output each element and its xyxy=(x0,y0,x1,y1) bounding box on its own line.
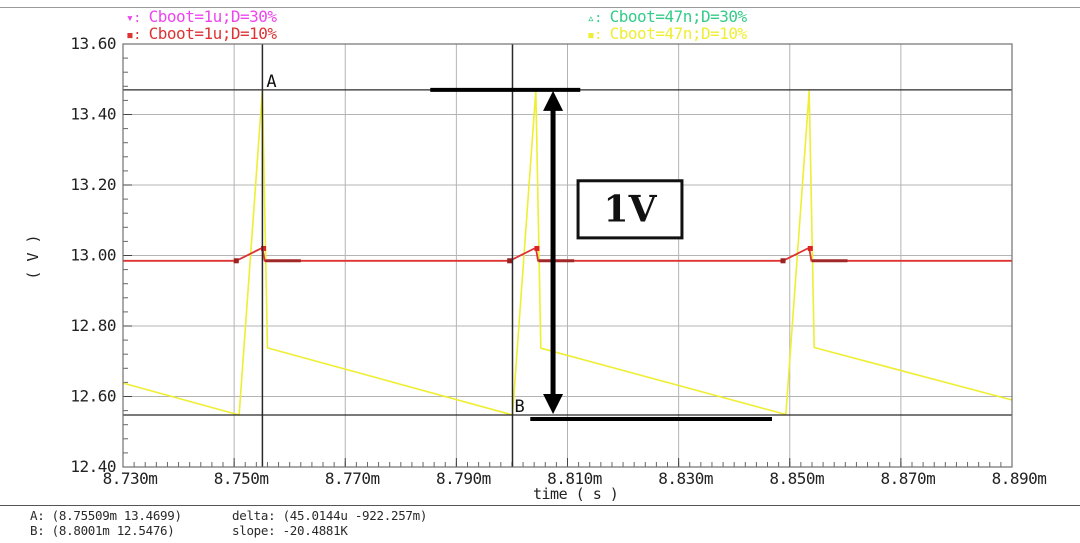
x-tick-label: 8.750m xyxy=(214,469,269,488)
bottom-separator xyxy=(0,505,1080,506)
trace-point-marker xyxy=(807,245,813,251)
trace-point-marker xyxy=(780,258,786,264)
trace-point-marker xyxy=(261,245,267,251)
y-tick-label: 12.40 xyxy=(70,457,116,476)
y-tick-label: 13.60 xyxy=(70,34,116,53)
y-tick-label: 13.00 xyxy=(70,246,116,265)
legend-label: Cboot=47n;D=30% xyxy=(609,7,748,26)
annotation-label: 1V xyxy=(604,188,658,230)
delta-arrow-head-down xyxy=(543,393,564,414)
delta-readout: delta: (45.0144u -922.257m) xyxy=(232,508,428,523)
y-tick-label: 13.20 xyxy=(70,175,116,194)
slope-readout: slope: -20.4881K xyxy=(232,523,348,538)
y-tick-label: 13.40 xyxy=(70,105,116,124)
trace-point-marker xyxy=(233,258,239,264)
top-separator xyxy=(0,7,1080,8)
square-marker-icon: ▪: xyxy=(126,28,141,43)
marker-a-readout: A: (8.75509m 13.4699) xyxy=(30,508,182,523)
legend-item-cboot1u-d10[interactable]: ▪: Cboot=1u;D=10% xyxy=(126,24,277,43)
marker-b-readout: B: (8.8001m 12.5476) xyxy=(30,523,175,538)
cursor-a-label: A xyxy=(266,72,276,92)
x-tick-label: 8.810m xyxy=(547,469,602,488)
trace-point-marker xyxy=(507,258,513,264)
legend-label: Cboot=47n;D=10% xyxy=(609,24,748,43)
annotation-box xyxy=(576,179,684,240)
trace-point-marker xyxy=(534,245,540,251)
legend-label: Cboot=1u;D=30% xyxy=(148,7,277,26)
square-marker-icon: ▪: xyxy=(587,28,602,43)
legend-item-cboot47n-d30[interactable]: ▵: Cboot=47n;D=30% xyxy=(587,7,747,26)
x-axis-title: time ( s ) xyxy=(533,485,619,503)
y-axis-title: ( V ) xyxy=(24,234,42,280)
cursor-b-label: B xyxy=(514,397,524,417)
x-tick-label: 8.770m xyxy=(325,469,380,488)
x-tick-label: 8.870m xyxy=(880,469,935,488)
triangle-down-marker-icon: ▾: xyxy=(126,11,141,26)
legend-item-cboot1u-d30[interactable]: ▾: Cboot=1u;D=30% xyxy=(126,7,277,26)
y-tick-label: 12.80 xyxy=(70,316,116,335)
delta-arrow-head-up xyxy=(543,90,564,111)
y-tick-label: 12.60 xyxy=(70,387,116,406)
legend-item-cboot47n-d10[interactable]: ▪: Cboot=47n;D=10% xyxy=(587,24,747,43)
x-tick-label: 8.790m xyxy=(436,469,491,488)
x-tick-label: 8.730m xyxy=(103,469,158,488)
triangle-marker-icon: ▵: xyxy=(587,11,602,26)
x-tick-label: 8.850m xyxy=(769,469,824,488)
x-tick-label: 8.830m xyxy=(658,469,713,488)
plot-border xyxy=(122,43,1013,468)
legend-label: Cboot=1u;D=10% xyxy=(148,24,277,43)
x-tick-label: 8.890m xyxy=(992,469,1047,488)
